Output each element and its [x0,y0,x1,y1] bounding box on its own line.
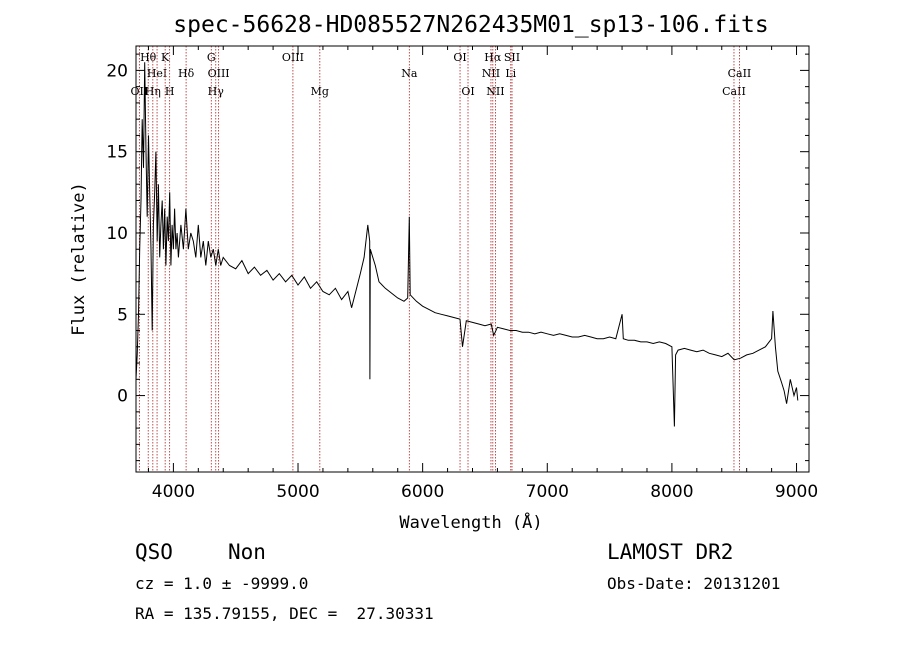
spectral-line-label: CaII [722,85,746,98]
spectral-line-label: HeI [147,67,167,80]
y-tick-label: 10 [106,224,128,244]
chart-title: spec-56628-HD085527N262435M01_sp13-106.f… [173,12,768,38]
spectral-line-label: NII [486,85,504,98]
observation-date: Obs-Date: 20131201 [607,574,781,593]
spectral-line-label: H [165,85,175,98]
spectral-line-markers: OII Hθ Hη HeI K HHδ G Hγ OIII OIII Mg Na OI OI NII Hα NI… [131,46,752,472]
spectral-line-label: OI [461,85,474,98]
spectral-line-label: K [161,51,170,64]
y-tick-label: 5 [117,305,128,325]
spectral-line-label: G [207,51,216,64]
spectral-line-label: OIII [282,51,304,64]
spectral-line-label: NII [482,67,500,80]
x-tick-label: 9000 [775,482,818,502]
spectral-line-label: Hδ [178,67,195,80]
spectral-line-label: Mg [311,85,329,98]
survey-name: LAMOST DR2 [607,540,734,564]
spectrum-series-line [135,62,799,427]
x-tick-label: 4000 [152,482,195,502]
spectral-line-label: OII [131,85,149,98]
spectral-line-label: OIII [208,67,230,80]
spectral-line-label: Hα [484,51,502,64]
object-class: QSO [135,540,173,564]
x-axis-label: Wavelength (Å) [399,511,542,533]
y-tick-label: 15 [106,143,128,163]
x-tick-label: 8000 [650,482,693,502]
x-tick-label: 6000 [401,482,444,502]
spectral-line-label: CaII [728,67,752,80]
spectral-line-label: Na [401,67,418,80]
spectral-line-label: Li [505,67,516,80]
redshift-cz: cz = 1.0 ± -9999.0 [135,574,309,593]
ra-dec-coordinates: RA = 135.79155, DEC = 27.30331 [135,604,434,623]
x-tick-label: 7000 [526,482,569,502]
y-axis-label: Flux (relative) [69,182,89,336]
object-subclass: Non [228,540,266,564]
spectral-line-label: Hη [145,85,161,98]
x-tick-label: 5000 [276,482,319,502]
y-tick-label: 0 [117,387,128,407]
axis-ticks: 4000 5000 6000 7000 8000 9000 0 5 10 15 20 [106,46,818,502]
y-tick-label: 20 [106,61,128,81]
spectral-line-label: OI [453,51,466,64]
spectral-line-label: SII [504,51,520,64]
plot-frame [135,45,810,473]
spectral-line-label: Hγ [208,85,225,98]
spectral-line-label: Hθ [140,51,157,64]
